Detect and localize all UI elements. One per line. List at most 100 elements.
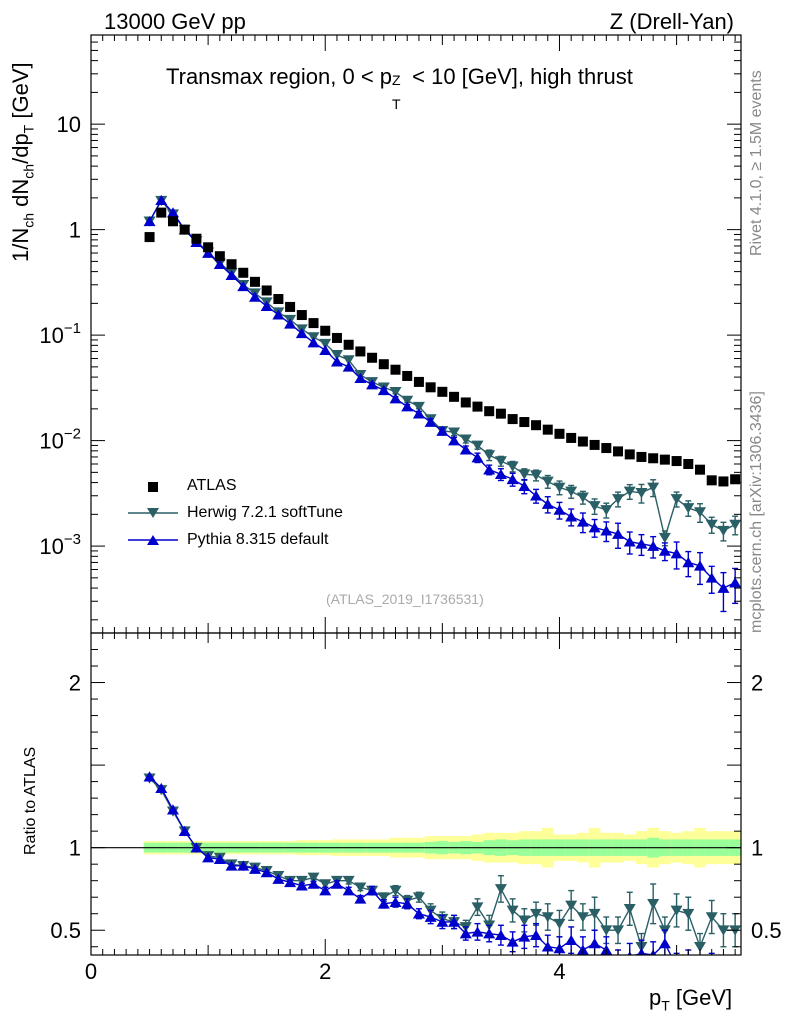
pythia-point	[319, 344, 332, 355]
herwig-point	[541, 476, 554, 487]
title-before: Transmax region, 0 < p	[166, 64, 393, 89]
pythia-main-series	[143, 194, 741, 613]
pythia-ratio-point	[295, 880, 308, 891]
pythia-point	[213, 258, 226, 270]
atlas-point	[671, 456, 682, 467]
ratio-y-ticks	[91, 649, 741, 948]
atlas-point	[531, 420, 542, 431]
herwig-point	[342, 355, 355, 366]
ratio-y-tick-label-right: 1	[751, 836, 763, 861]
herwig-point	[401, 395, 414, 406]
pythia-ratio-point	[717, 974, 729, 984]
x-tick-label: 0	[85, 959, 97, 984]
herwig-ratio-point	[307, 872, 320, 883]
main-y-tick-label: 10−1	[39, 320, 81, 348]
herwig-ratio-point	[717, 925, 730, 936]
herwig-point	[635, 488, 648, 499]
legend-marker-atlas	[148, 482, 158, 492]
pythia-point	[260, 300, 273, 311]
pythia-ratio-point	[588, 938, 601, 949]
atlas-point	[343, 339, 354, 350]
pythia-point	[670, 548, 683, 559]
atlas-point	[648, 453, 659, 464]
atlas-point	[296, 310, 307, 321]
atlas-point	[179, 224, 190, 235]
pythia-ratio-point	[284, 876, 297, 888]
x-ticks	[90, 35, 736, 955]
pythia-ratio-point	[694, 968, 706, 978]
herwig-point	[565, 486, 578, 497]
ratio-y-tick-label-right: 2	[751, 671, 763, 696]
atlas-point	[589, 439, 600, 450]
legend-marker-herwig	[147, 508, 159, 518]
pythia-ratio-point	[307, 878, 320, 889]
ratio-y-tick-label: 1	[69, 836, 81, 861]
pythia-ratio-point	[401, 898, 414, 909]
atlas-point	[542, 424, 553, 435]
herwig-point	[576, 492, 589, 503]
atlas-point	[273, 293, 284, 304]
atlas-point	[706, 475, 717, 486]
atlas-point	[601, 443, 612, 454]
pythia-ratio-point	[202, 852, 215, 863]
atlas-point	[214, 251, 225, 262]
herwig-ratio-point	[354, 882, 367, 893]
pythia-ratio-point	[612, 958, 624, 968]
atlas-point	[261, 285, 272, 296]
herwig-ratio-point	[588, 908, 601, 920]
pythia-point	[284, 318, 297, 329]
herwig-ratio-point	[576, 912, 589, 923]
pythia-ratio-point	[658, 938, 671, 949]
pythia-point	[307, 337, 320, 348]
pythia-point	[623, 536, 636, 547]
pythia-ratio-point	[671, 961, 683, 971]
herwig-ratio-point	[600, 925, 613, 936]
herwig-point	[319, 338, 332, 350]
pythia-point	[600, 525, 613, 536]
atlas-point	[636, 451, 647, 462]
herwig-point	[518, 469, 531, 480]
pythia-ratio-point	[319, 885, 332, 896]
herwig-ratio-point	[694, 941, 707, 953]
herwig-ratio-point	[623, 903, 636, 915]
pythia-ratio-point	[342, 885, 355, 896]
pythia-ratio-point	[225, 860, 238, 871]
pythia-ratio-point	[541, 941, 554, 952]
atlas-point	[226, 259, 237, 270]
legend-label-atlas: ATLAS	[187, 477, 237, 494]
atlas-point	[460, 397, 471, 408]
pythia-ratio-point	[190, 842, 203, 853]
pythia-point	[354, 372, 367, 384]
atlas-point	[378, 359, 389, 370]
pythia-point	[483, 464, 496, 475]
pythia-point	[295, 327, 308, 339]
atlas-point	[402, 370, 413, 381]
pythia-ratio-point	[494, 929, 507, 940]
pythia-point	[705, 572, 718, 583]
pythia-point	[565, 511, 578, 522]
herwig-ratio-point	[670, 905, 683, 916]
herwig-point	[471, 440, 484, 451]
atlas-point	[507, 414, 518, 425]
tick-exponent: −3	[64, 531, 81, 548]
herwig-point	[448, 427, 461, 438]
herwig-ratio-point	[541, 912, 554, 923]
pythia-point	[330, 356, 343, 367]
atlas-point	[144, 232, 155, 243]
pythia-point	[248, 291, 261, 302]
header-right: Z (Drell-Yan)	[609, 9, 734, 34]
herwig-ratio-point	[553, 918, 566, 930]
herwig-point	[647, 482, 660, 493]
title-sup: Z	[392, 72, 401, 88]
atlas-point	[613, 446, 624, 457]
pythia-ratio-point	[389, 896, 402, 907]
herwig-ratio-point	[471, 902, 484, 913]
main-y-tick-label: 1	[69, 218, 81, 243]
herwig-point	[483, 450, 496, 461]
pythia-point	[612, 528, 625, 539]
pythia-point	[377, 384, 390, 396]
pythia-ratio-point	[354, 893, 367, 904]
pythia-ratio-point	[706, 961, 718, 971]
pythia-point	[459, 444, 472, 455]
title-sub: T	[392, 96, 401, 112]
